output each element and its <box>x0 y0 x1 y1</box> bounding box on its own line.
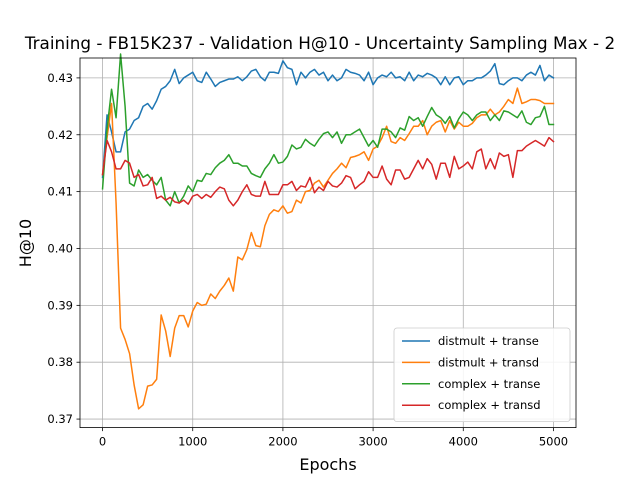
x-axis: 0 1000 2000 3000 4000 5000 <box>99 427 568 449</box>
y-axis-label: H@10 <box>16 219 35 267</box>
legend-label: complex + transd <box>438 398 541 412</box>
legend-label: complex + transe <box>438 377 540 391</box>
legend-label: distmult + transe <box>438 334 539 348</box>
series-line-2 <box>101 87 555 410</box>
plot-frame <box>79 57 577 429</box>
x-tick-label: 0 <box>99 435 106 449</box>
chart-title: Training - FB15K237 - Validation H@10 - … <box>24 33 615 53</box>
y-axis: 0.37 0.38 0.39 0.40 0.41 0.42 0.43 <box>47 71 80 426</box>
x-tick-label: 1000 <box>178 435 207 449</box>
y-tick-label: 0.41 <box>47 185 73 199</box>
series-line-1 <box>101 60 555 179</box>
y-tick-label: 0.40 <box>47 241 73 255</box>
x-tick-label: 4000 <box>449 435 478 449</box>
legend-label: distmult + transd <box>438 355 539 369</box>
legend-box <box>393 327 571 422</box>
y-tick-label: 0.37 <box>47 412 73 426</box>
x-tick-label: 2000 <box>268 435 297 449</box>
grid <box>80 58 576 428</box>
y-tick-label: 0.42 <box>47 128 73 142</box>
y-tick-label: 0.39 <box>47 298 73 312</box>
series-line-4 <box>101 136 555 207</box>
legend: distmult + transe distmult + transd comple… <box>393 327 571 422</box>
series-group <box>101 53 555 410</box>
series-line-3 <box>101 53 555 207</box>
y-tick-label: 0.43 <box>47 71 73 85</box>
x-axis-label: Epochs <box>299 455 356 474</box>
y-tick-label: 0.38 <box>47 355 73 369</box>
x-tick-label: 3000 <box>358 435 387 449</box>
x-tick-label: 5000 <box>539 435 568 449</box>
